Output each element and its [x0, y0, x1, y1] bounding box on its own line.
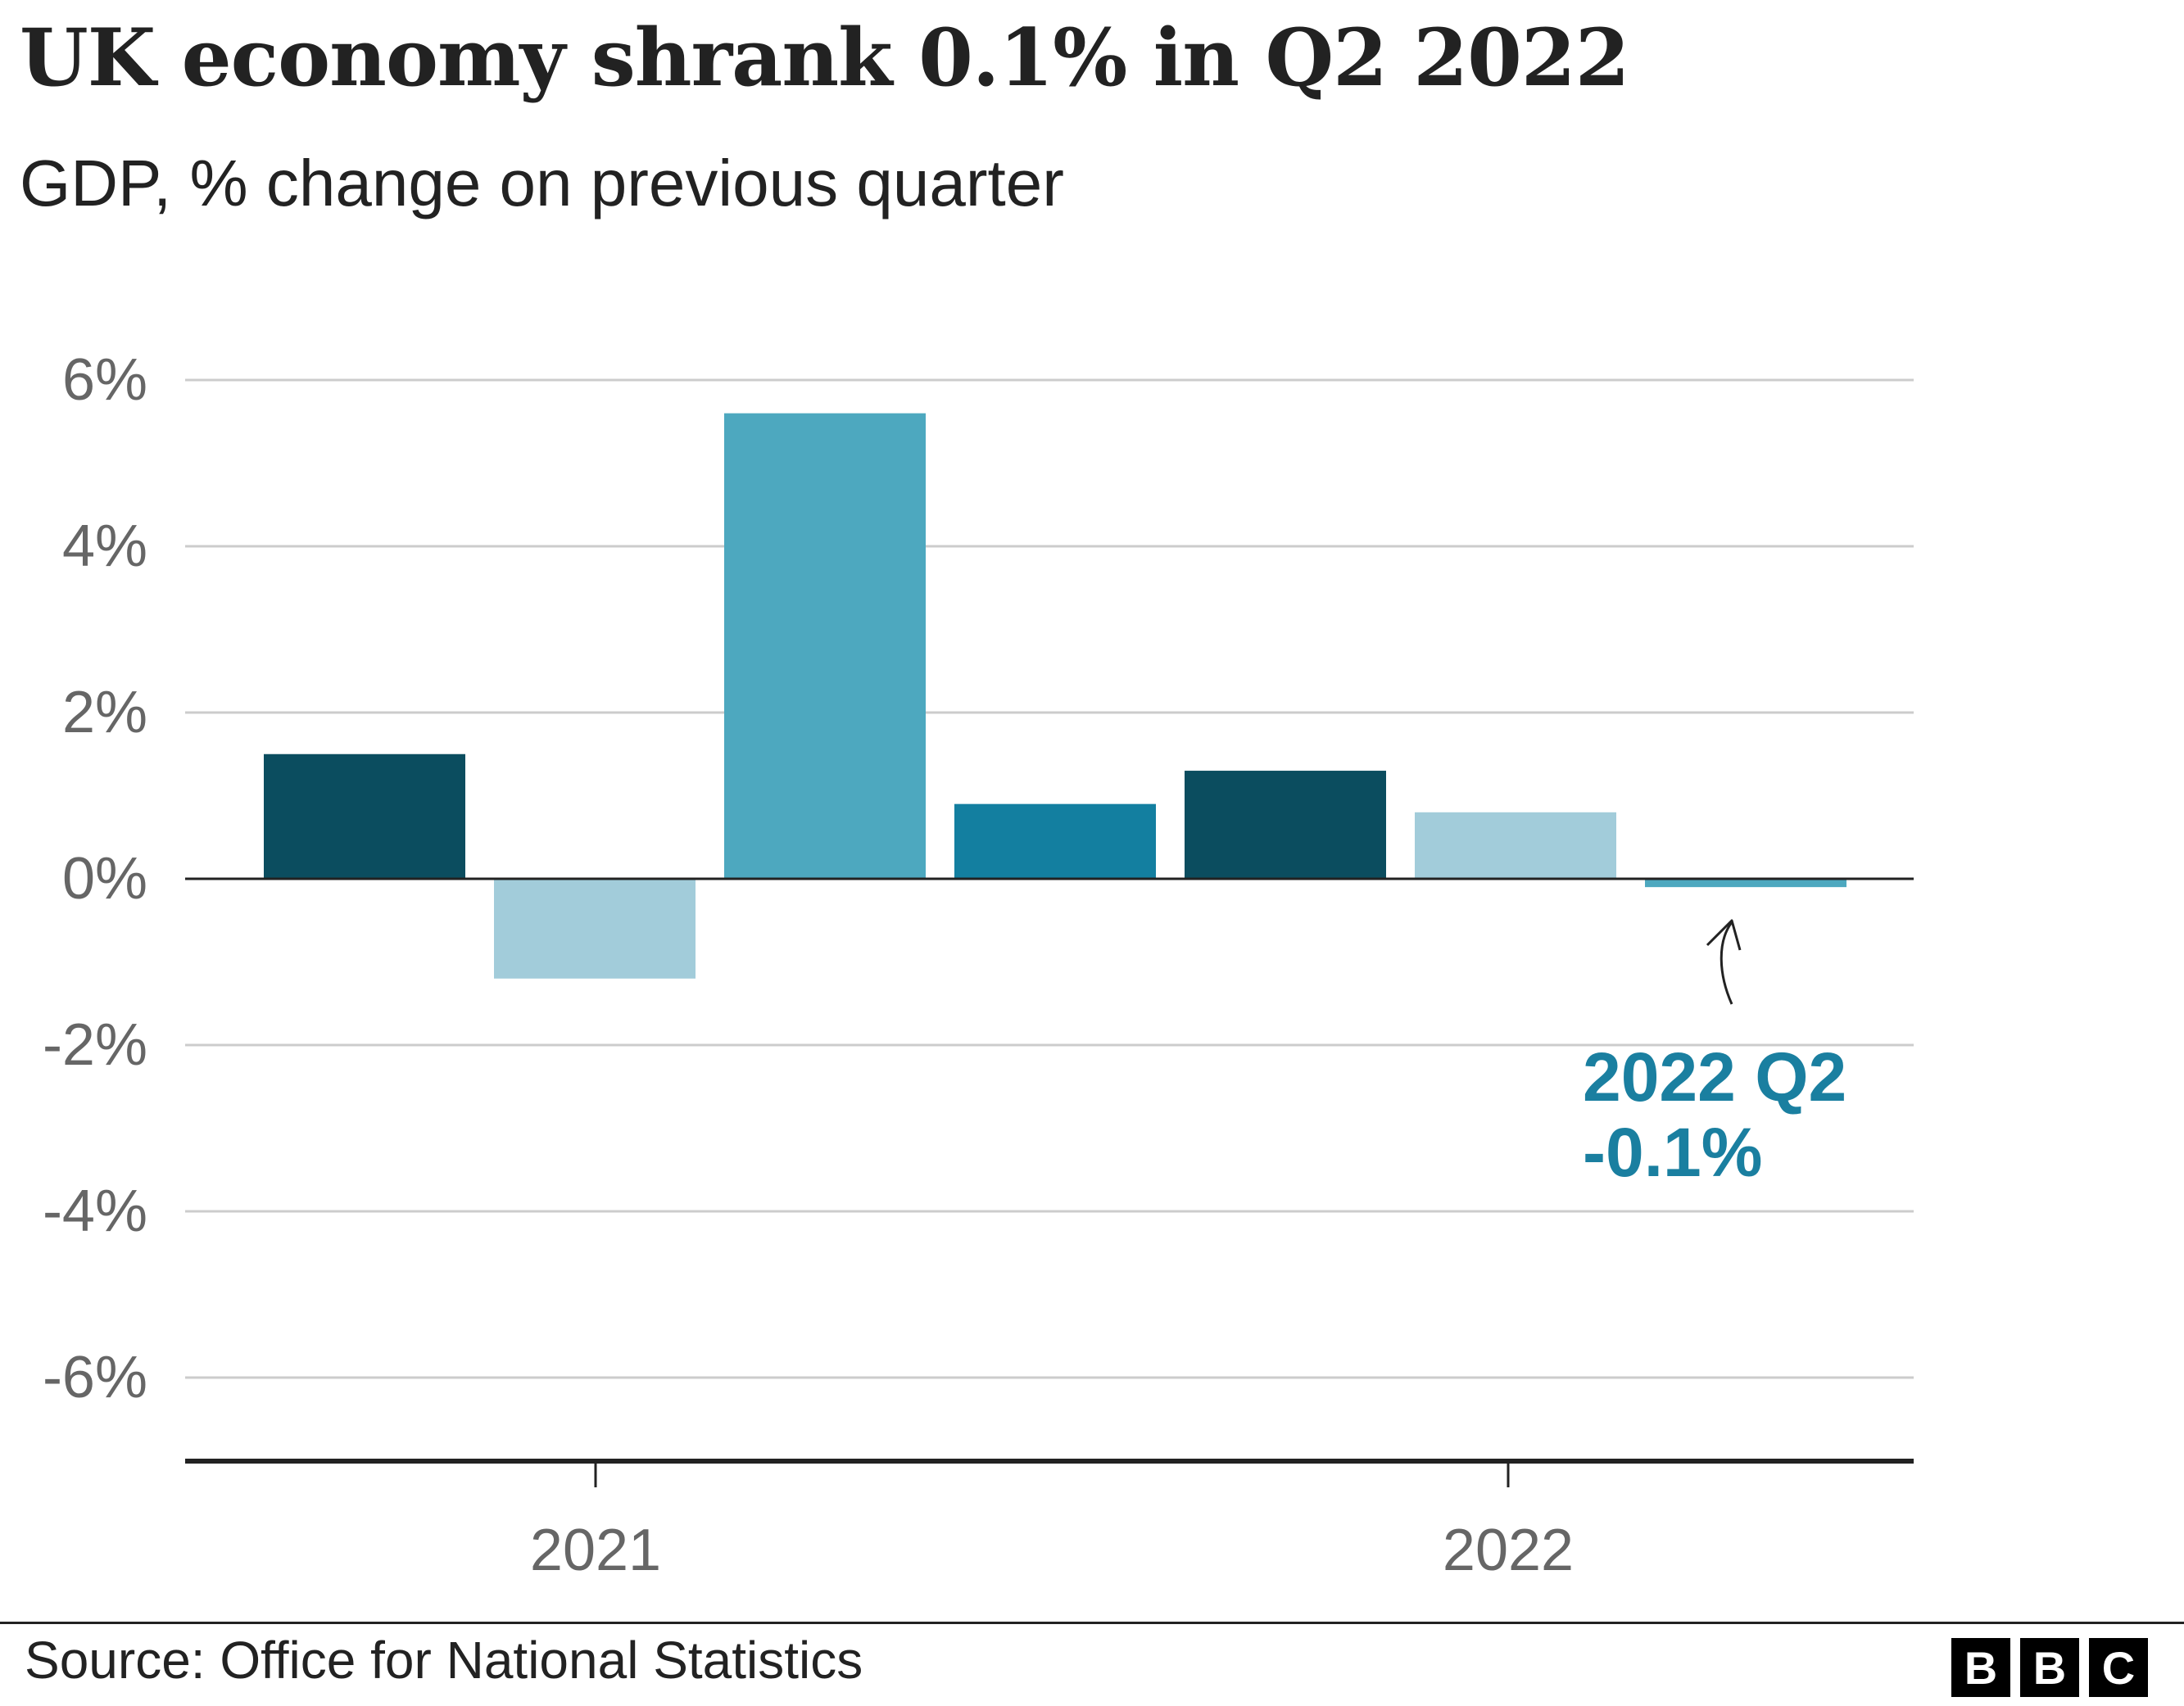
y-tick-label: -2%	[43, 1012, 147, 1078]
chart-title: UK economy shrank 0.1% in Q2 2022	[20, 11, 1629, 104]
bar	[1185, 771, 1386, 879]
logo-letter: B	[2020, 1638, 2079, 1697]
bar	[1645, 879, 1846, 888]
annotation-value: -0.1%	[1583, 1114, 1762, 1191]
y-tick-label: 2%	[62, 680, 147, 745]
logo-letter: B	[1951, 1638, 2010, 1697]
y-tick-label: 6%	[62, 347, 147, 413]
y-tick-label: -4%	[43, 1179, 147, 1244]
bar	[494, 879, 696, 979]
bar	[954, 803, 1156, 879]
bar-chart: 6% 4% 2% 0% -2% -4% -6% 2021 2022 2022 Q2-0.1%	[43, 347, 1914, 1583]
y-tick-label: -6%	[43, 1345, 147, 1410]
logo-letter: C	[2089, 1638, 2148, 1697]
annotation-arrowhead	[1706, 919, 1742, 951]
bar	[264, 753, 465, 879]
annotation-arrow	[1720, 921, 1733, 1005]
bar	[724, 413, 926, 880]
x-tick-label: 2022	[1443, 1518, 1574, 1583]
chart-subtitle: GDP, % change on previous quarter	[20, 147, 1064, 219]
footer-divider	[0, 1622, 2184, 1624]
source-note: Source: Office for National Statistics	[25, 1631, 863, 1690]
x-tick-label: 2021	[530, 1518, 661, 1583]
bbc-logo: B B C	[1951, 1638, 2148, 1697]
y-tick-label: 4%	[62, 514, 147, 579]
y-tick-label: 0%	[62, 846, 147, 912]
bar	[1415, 812, 1616, 879]
annotation-label: 2022 Q2	[1583, 1039, 1846, 1115]
